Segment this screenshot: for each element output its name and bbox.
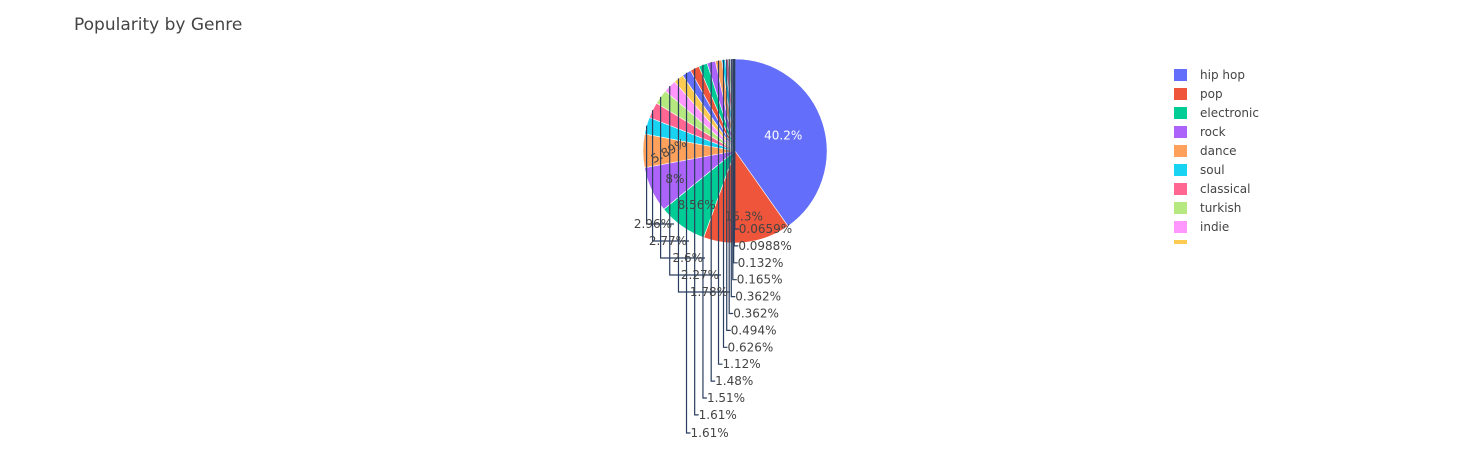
slice-label-11: 1.61%: [699, 408, 737, 422]
leader-line-20: [733, 59, 738, 264]
slice-label-1: 15.3%: [725, 210, 763, 224]
slice-label-21: 0.0988%: [738, 239, 791, 253]
leader-line-11: [694, 68, 699, 416]
slice-label-17: 0.362%: [733, 307, 779, 321]
leader-line-15: [722, 59, 728, 348]
leader-line-10: [685, 72, 691, 434]
leader-line-19: [732, 59, 737, 281]
legend-swatch-indie[interactable]: [1174, 221, 1187, 233]
legend-item-rock[interactable]: rock: [1200, 125, 1226, 139]
legend-item-classical[interactable]: classical: [1200, 182, 1250, 196]
leader-line-7: [660, 96, 705, 259]
slice-label-20: 0.132%: [738, 256, 784, 270]
legend-swatch-pop[interactable]: [1174, 88, 1187, 100]
legend-item-turkish[interactable]: turkish: [1200, 201, 1241, 215]
legend-swatch-rock[interactable]: [1174, 126, 1187, 138]
slice-label-14: 1.12%: [723, 357, 761, 371]
slice-labels: 40.2%15.3%8.56%8%5.89%2.96%2.77%2.6%2.27…: [634, 129, 802, 440]
slice-label-19: 0.165%: [737, 273, 783, 287]
slice-label-12: 1.51%: [707, 391, 745, 405]
legend-swatch-dance[interactable]: [1174, 145, 1187, 157]
leader-line-18: [730, 59, 736, 298]
pie-slice-pop[interactable]: [703, 150, 789, 244]
legend-item-soul[interactable]: soul: [1200, 163, 1225, 177]
legend-swatch-turkish[interactable]: [1174, 202, 1187, 214]
leader-lines: [645, 59, 739, 434]
leader-line-16: [726, 59, 731, 331]
slice-label-18: 0.362%: [735, 290, 781, 304]
pie-slice-hip-hop[interactable]: [734, 58, 828, 227]
legend-item-dance[interactable]: dance: [1200, 144, 1237, 158]
legend-item-pop[interactable]: pop: [1200, 87, 1223, 101]
slice-label-5: 2.96%: [634, 217, 672, 231]
leader-line-14: [717, 60, 723, 365]
chart-title: Popularity by Genre: [74, 15, 242, 35]
slice-label-0: 40.2%: [764, 129, 802, 143]
slice-label-9: 1.78%: [690, 285, 728, 299]
slice-label-10: 1.61%: [691, 426, 729, 440]
legend-swatch-electronic[interactable]: [1174, 107, 1187, 119]
pie-slices: [642, 58, 828, 244]
legend-swatch-classical[interactable]: [1174, 183, 1187, 195]
leader-line-22: [734, 59, 739, 230]
slice-label-22: 0.0659%: [739, 222, 792, 236]
slice-label-7: 2.6%: [673, 251, 704, 265]
slice-label-13: 1.48%: [715, 374, 753, 388]
slice-label-15: 0.626%: [728, 340, 774, 354]
legend-item-electronic[interactable]: electronic: [1200, 106, 1259, 120]
slice-label-2: 8.56%: [678, 198, 716, 212]
legend-swatch-clipped: [1174, 240, 1187, 244]
leader-line-5: [645, 125, 674, 225]
slice-label-16: 0.494%: [731, 323, 777, 337]
slice-label-6: 2.77%: [649, 234, 687, 248]
legend-item-indie[interactable]: indie: [1200, 220, 1229, 234]
legend: hip hop pop electronic rock dance soul classic…: [1174, 68, 1259, 244]
leader-line-6: [651, 110, 689, 242]
leader-line-8: [669, 86, 721, 276]
legend-item-hip-hop[interactable]: hip hop: [1200, 68, 1245, 82]
leader-line-13: [710, 62, 716, 382]
legend-swatch-hip-hop[interactable]: [1174, 69, 1187, 81]
legend-swatch-soul[interactable]: [1174, 164, 1187, 176]
leader-line-9: [677, 78, 730, 293]
leader-line-12: [702, 64, 707, 399]
slice-label-3: 8%: [665, 172, 684, 186]
leader-line-17: [728, 59, 734, 315]
slice-label-8: 2.27%: [681, 268, 719, 282]
